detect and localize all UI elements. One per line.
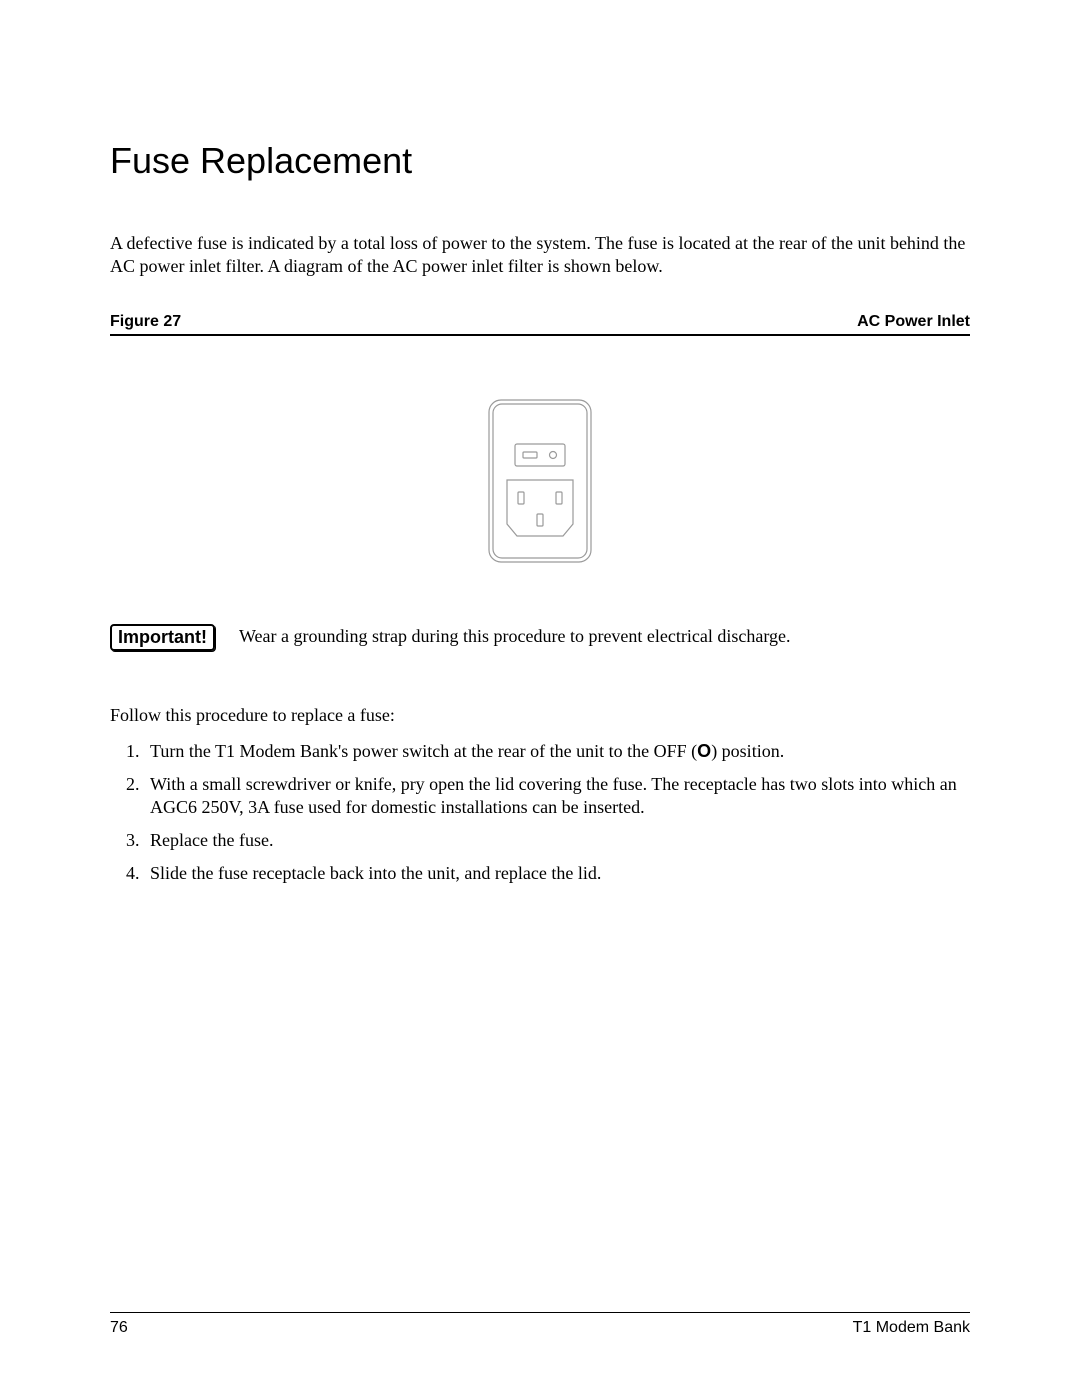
procedure-intro: Follow this procedure to replace a fuse: bbox=[110, 705, 970, 726]
intro-paragraph: A defective fuse is indicated by a total… bbox=[110, 232, 970, 277]
figure-caption: AC Power Inlet bbox=[857, 313, 970, 331]
procedure-steps: Turn the T1 Modem Bank's power switch at… bbox=[110, 740, 970, 885]
doc-title: T1 Modem Bank bbox=[853, 1319, 970, 1337]
figure-label: Figure 27 bbox=[110, 313, 181, 331]
step-2: With a small screwdriver or knife, pry o… bbox=[144, 773, 970, 819]
important-callout: Important! Wear a grounding strap during… bbox=[110, 624, 970, 651]
ac-power-inlet-svg bbox=[485, 396, 595, 566]
step-4: Slide the fuse receptacle back into the … bbox=[144, 862, 970, 885]
important-text: Wear a grounding strap during this proce… bbox=[239, 624, 791, 647]
document-page: Fuse Replacement A defective fuse is ind… bbox=[0, 0, 1080, 1397]
ac-power-inlet-diagram bbox=[110, 396, 970, 566]
page-footer: 76 T1 Modem Bank bbox=[110, 1312, 970, 1337]
page-title: Fuse Replacement bbox=[110, 140, 970, 182]
step-3: Replace the fuse. bbox=[144, 829, 970, 852]
important-badge: Important! bbox=[110, 624, 215, 651]
page-number: 76 bbox=[110, 1319, 128, 1337]
figure-header-row: Figure 27 AC Power Inlet bbox=[110, 313, 970, 336]
step-1-text-a: Turn the T1 Modem Bank's power switch at… bbox=[150, 741, 697, 761]
step-1: Turn the T1 Modem Bank's power switch at… bbox=[144, 740, 970, 763]
step-1-text-c: ) position. bbox=[711, 741, 784, 761]
off-symbol: O bbox=[697, 741, 711, 761]
